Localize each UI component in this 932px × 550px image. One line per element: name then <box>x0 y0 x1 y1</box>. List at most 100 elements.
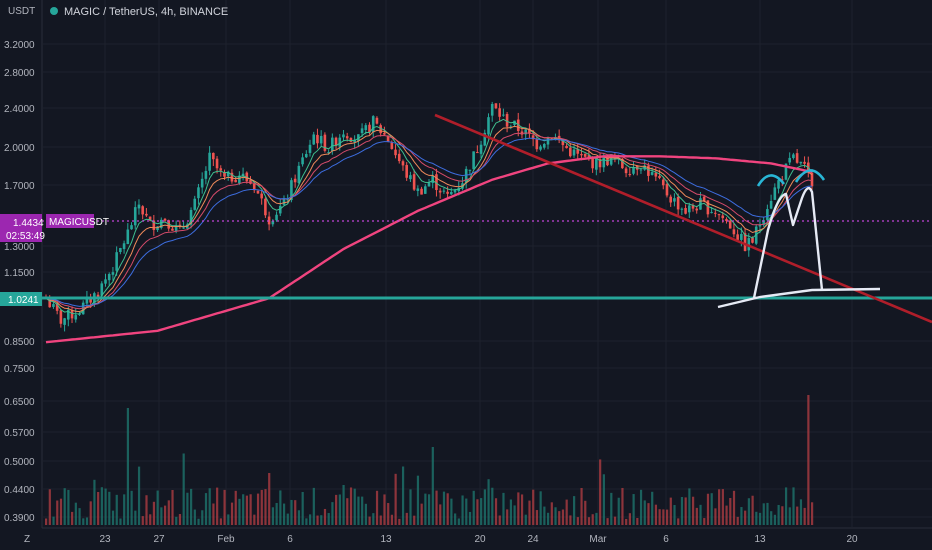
ema-16-line <box>45 132 813 310</box>
candle-body <box>747 238 751 251</box>
candle-body <box>650 172 654 175</box>
candle-body <box>212 152 215 160</box>
candle-body <box>412 174 416 190</box>
volume-bar <box>141 516 144 525</box>
volume-bar <box>558 511 561 525</box>
volume-bar <box>85 517 89 525</box>
volume-bar <box>52 516 55 525</box>
volume-bar <box>152 501 156 525</box>
y-tick-label: 0.5700 <box>4 428 35 439</box>
volume-bar <box>208 488 211 525</box>
support-price-tag[interactable]: 1.0241 <box>0 292 42 306</box>
candle-body <box>602 156 606 168</box>
y-tick-label: 0.8500 <box>4 337 35 348</box>
volume-bar <box>643 500 646 525</box>
volume-bar <box>372 513 375 525</box>
candle-body <box>152 220 156 231</box>
candle-body <box>561 139 565 146</box>
volume-bar <box>662 509 665 525</box>
volume-bar <box>721 489 724 525</box>
candle-body <box>542 143 546 148</box>
volume-bar <box>271 507 275 525</box>
candle-body <box>502 114 505 116</box>
candle-body <box>673 198 676 202</box>
volume-bar <box>361 496 364 525</box>
volume-bar <box>546 512 550 525</box>
candle-body <box>438 190 442 193</box>
candle-body <box>353 139 356 143</box>
candle-body <box>316 134 319 144</box>
y-tick-label: 3.2000 <box>4 40 35 51</box>
candle-body <box>278 205 282 214</box>
candle-body <box>762 220 765 226</box>
candle-body <box>215 158 219 169</box>
candle-body <box>792 154 795 159</box>
candle-body <box>680 208 684 210</box>
candle-body <box>505 114 509 127</box>
candle-body <box>691 205 695 209</box>
last-price-tag[interactable]: 1.4434 02:53:49 MAGICUSDT <box>0 214 109 242</box>
y-tick-label: 1.3000 <box>4 242 35 253</box>
candle-body <box>736 234 739 240</box>
volume-bar <box>56 500 59 525</box>
candle-body <box>453 189 457 193</box>
volume-bar <box>613 516 617 525</box>
candle-body <box>219 168 223 171</box>
candle-body <box>732 229 736 235</box>
volume-bar <box>201 510 204 525</box>
candle-body <box>580 154 583 156</box>
candle-body <box>386 136 390 142</box>
candle-body <box>145 213 148 216</box>
last-price-countdown: 02:53:49 <box>6 231 45 242</box>
volume-bar <box>468 511 472 525</box>
volume-bars <box>45 395 814 525</box>
volume-bar <box>390 514 394 525</box>
volume-bar <box>628 513 631 525</box>
volume-bar <box>491 487 494 525</box>
candle-body <box>758 224 762 227</box>
volume-bar <box>394 473 397 525</box>
y-tick-label: 2.0000 <box>4 143 35 154</box>
candle-body <box>163 218 167 221</box>
volume-bar <box>680 497 684 525</box>
candle-body <box>595 157 598 170</box>
candle-body <box>654 172 658 177</box>
volume-bar <box>409 489 412 525</box>
candle-body <box>267 216 271 225</box>
candle-body <box>788 157 791 163</box>
volume-bar <box>256 493 260 525</box>
candle-body <box>319 135 323 144</box>
candle-body <box>74 315 78 320</box>
volume-bar <box>595 512 598 525</box>
candle-body <box>208 152 211 171</box>
volume-bar <box>63 488 66 525</box>
candle-body <box>743 233 747 251</box>
x-tick-label: 6 <box>663 534 669 545</box>
y-tick-label: 0.4400 <box>4 485 35 496</box>
ema-6-line <box>45 118 813 315</box>
volume-bar <box>282 503 286 525</box>
volume-bar <box>45 518 48 525</box>
candle-body <box>717 214 721 216</box>
volume-bar <box>320 515 323 525</box>
last-price-tag-bg <box>0 214 42 242</box>
volume-bar <box>353 488 356 525</box>
volume-bar <box>472 490 475 525</box>
volume-bar <box>732 490 736 525</box>
volume-bar <box>703 518 706 525</box>
candle-body <box>133 207 137 226</box>
volume-bar <box>126 408 130 525</box>
volume-bar <box>781 506 784 525</box>
volume-bar <box>327 513 330 525</box>
volume-bar <box>71 511 74 525</box>
volume-bar <box>275 502 278 525</box>
ma200-line <box>45 155 813 344</box>
volume-bar <box>543 506 546 525</box>
moving-averages <box>45 118 813 344</box>
candle-body <box>252 183 256 191</box>
volume-bar <box>193 509 196 525</box>
y-tick-label: 2.4000 <box>4 104 35 115</box>
volume-bar <box>606 518 609 525</box>
